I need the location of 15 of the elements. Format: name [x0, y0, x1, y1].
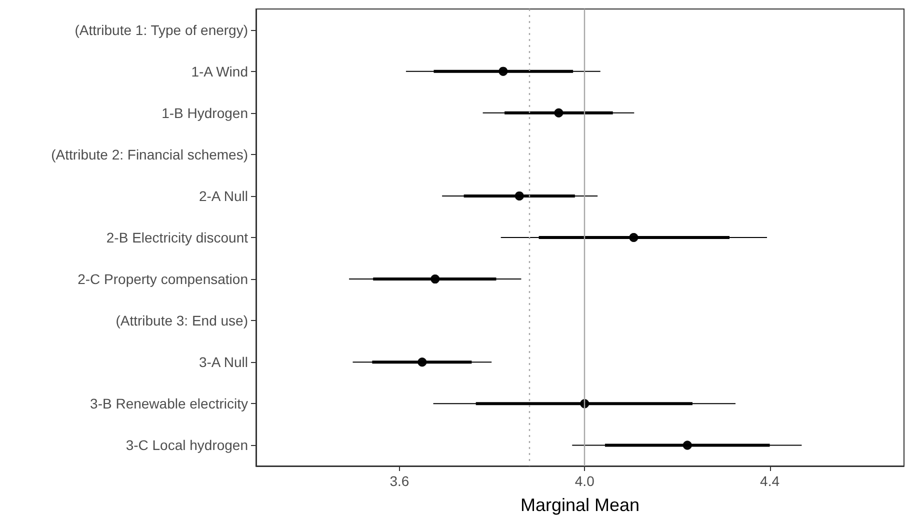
y-tick-label: (Attribute 3: End use): [116, 312, 248, 329]
y-tick-label: 3-A Null: [198, 354, 248, 370]
y-tick-label: (Attribute 1: Type of energy): [74, 22, 248, 38]
y-tick-label: 2-A Null: [198, 188, 248, 204]
y-tick-label: 2-B Electricity discount: [106, 230, 248, 246]
y-tick-label: (Attribute 2: Financial schemes): [51, 146, 248, 162]
x-tick-label: 4.0: [574, 473, 595, 489]
y-tick-label: 1-A Wind: [191, 63, 248, 80]
x-tick-label: 3.6: [390, 473, 410, 489]
y-tick-label: 2-C Property compensation: [78, 271, 248, 288]
x-axis-title: Marginal Mean: [520, 495, 640, 515]
y-tick-label: 1-B Hydrogen: [162, 104, 248, 121]
y-tick-label: 3-B Renewable electricity: [90, 396, 248, 412]
x-tick-label: 4.4: [760, 473, 780, 489]
y-tick-label: 3-C Local hydrogen: [126, 437, 248, 454]
